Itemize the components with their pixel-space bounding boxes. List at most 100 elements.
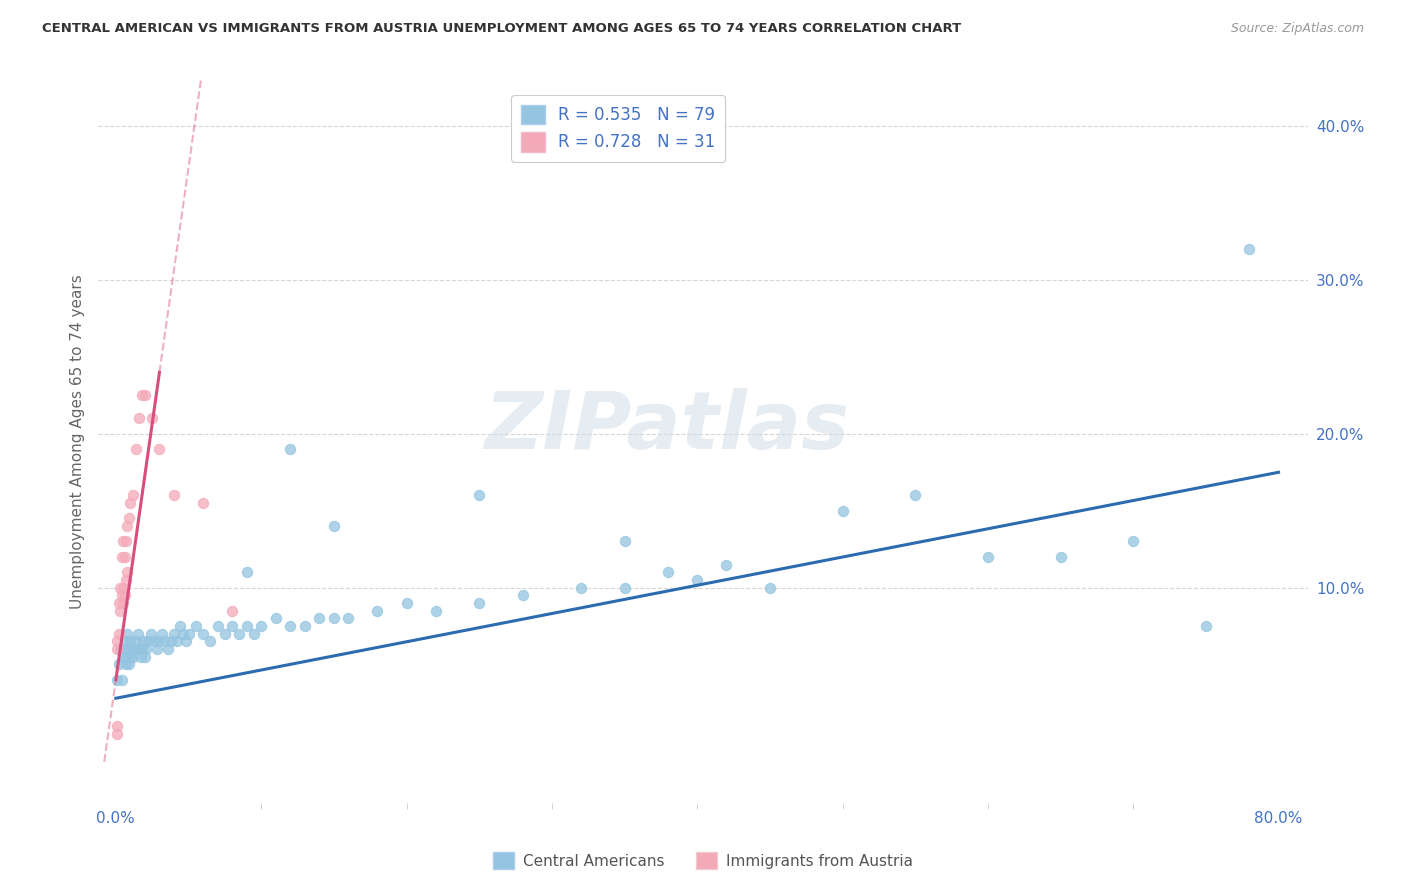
Point [115,657,138,672]
Point [118,657,141,672]
Point [250,619,273,633]
Y-axis label: Unemployment Among Ages 65 to 74 years: Unemployment Among Ages 65 to 74 years [69,274,84,609]
Point [117,626,139,640]
Point [160,634,183,648]
Point [191,626,214,640]
Point [110,581,132,595]
Point [322,519,344,533]
Point [169,619,191,633]
Point [110,642,132,657]
Point [124,642,146,657]
Point [110,604,132,618]
Point [221,604,243,618]
Point [141,411,163,425]
Point [148,442,170,457]
Text: CENTRAL AMERICAN VS IMMIGRANTS FROM AUSTRIA UNEMPLOYMENT AMONG AGES 65 TO 74 YEA: CENTRAL AMERICAN VS IMMIGRANTS FROM AUST… [42,22,962,36]
Text: ZIPatlas: ZIPatlas [484,388,849,467]
Point [105,642,128,657]
Point [114,588,136,602]
Point [105,726,128,740]
Point [134,388,156,402]
Point [294,619,316,633]
Point [131,388,153,402]
Point [468,488,491,502]
Point [716,558,738,572]
Point [111,588,134,602]
Point [118,511,141,525]
Point [105,719,128,733]
Point [132,634,155,648]
Point [125,634,148,648]
Point [337,611,360,625]
Point [1239,243,1261,257]
Point [125,442,148,457]
Point [128,411,150,425]
Point [112,596,135,610]
Point [308,611,330,625]
Point [264,611,287,625]
Point [200,634,222,648]
Point [228,626,250,640]
Point [128,642,150,657]
Point [831,504,853,518]
Point [613,534,636,549]
Point [105,673,128,687]
Point [117,649,139,664]
Point [114,549,136,564]
Point [172,626,194,640]
Point [163,488,186,502]
Point [759,581,782,595]
Point [120,649,142,664]
Point [1049,549,1071,564]
Point [235,619,257,633]
Point [569,581,592,595]
Point [114,642,136,657]
Point [105,634,128,648]
Point [157,642,180,657]
Point [686,573,709,587]
Point [122,488,145,502]
Point [107,626,129,640]
Point [107,596,129,610]
Point [139,626,162,640]
Point [107,657,129,672]
Point [115,573,138,587]
Point [150,626,173,640]
Point [135,642,157,657]
Point [129,649,152,664]
Point [657,565,679,579]
Point [148,634,170,648]
Point [425,604,447,618]
Point [977,549,1000,564]
Point [155,634,177,648]
Legend: R = 0.535   N = 79, R = 0.728   N = 31: R = 0.535 N = 79, R = 0.728 N = 31 [512,95,725,161]
Point [468,596,491,610]
Point [278,442,301,457]
Point [177,626,200,640]
Point [111,549,134,564]
Point [111,673,134,687]
Point [118,642,141,657]
Point [112,649,135,664]
Legend: Central Americans, Immigrants from Austria: Central Americans, Immigrants from Austr… [486,846,920,875]
Point [1195,619,1218,633]
Point [134,649,156,664]
Point [174,634,197,648]
Point [112,534,135,549]
Point [136,634,159,648]
Point [235,565,257,579]
Point [395,596,418,610]
Point [120,634,142,648]
Point [166,634,188,648]
Point [117,565,139,579]
Point [207,619,229,633]
Point [1122,534,1144,549]
Point [120,496,142,510]
Point [191,496,214,510]
Text: Source: ZipAtlas.com: Source: ZipAtlas.com [1230,22,1364,36]
Point [131,642,153,657]
Point [121,642,143,657]
Point [613,581,636,595]
Point [142,634,165,648]
Point [278,619,301,633]
